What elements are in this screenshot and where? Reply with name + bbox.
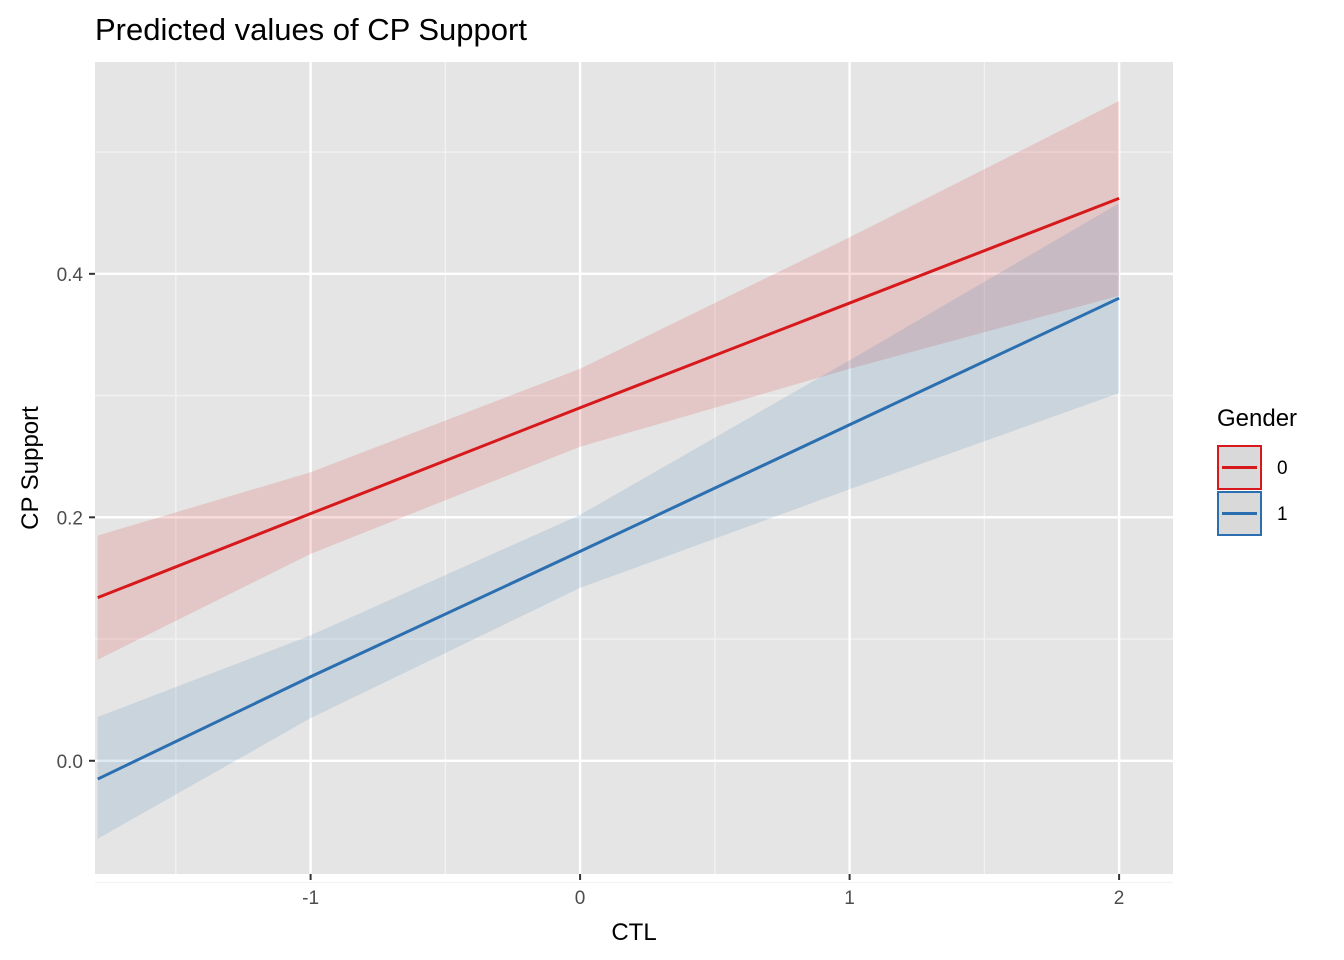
ribbon-series-1: [97, 203, 1120, 839]
line-series-0: [97, 196, 1120, 600]
y-tick-label-0: 0.0: [57, 752, 83, 773]
series-lines: [97, 196, 1120, 781]
plot-panel: [95, 62, 1173, 874]
x-tick-label-0: -1: [302, 888, 319, 909]
x-tick-label-2: 1: [844, 888, 855, 909]
line-series-1: [97, 296, 1120, 781]
confidence-ribbons: [97, 100, 1120, 839]
legend-label-0: 0: [1277, 458, 1288, 479]
legend: Gender 0 1: [1217, 405, 1297, 536]
y-tick-label-2: 0.4: [57, 265, 84, 286]
x-tick-label-3: 2: [1114, 888, 1125, 909]
y-axis-ticks: 0.0 0.2 0.4: [57, 265, 95, 773]
legend-label-1: 1: [1277, 504, 1288, 525]
x-tick-label-1: 0: [575, 888, 586, 909]
grid-major: [95, 62, 1173, 874]
y-axis-title: CP Support: [17, 406, 44, 530]
chart-title: Predicted values of CP Support: [95, 12, 527, 47]
legend-title: Gender: [1217, 405, 1297, 432]
grid-minor: [95, 62, 1173, 884]
y-tick-label-1: 0.2: [57, 508, 83, 529]
x-axis-ticks: -1 0 1 2: [302, 874, 1124, 909]
ribbon-series-0: [97, 100, 1120, 660]
x-axis-title: CTL: [611, 919, 656, 946]
